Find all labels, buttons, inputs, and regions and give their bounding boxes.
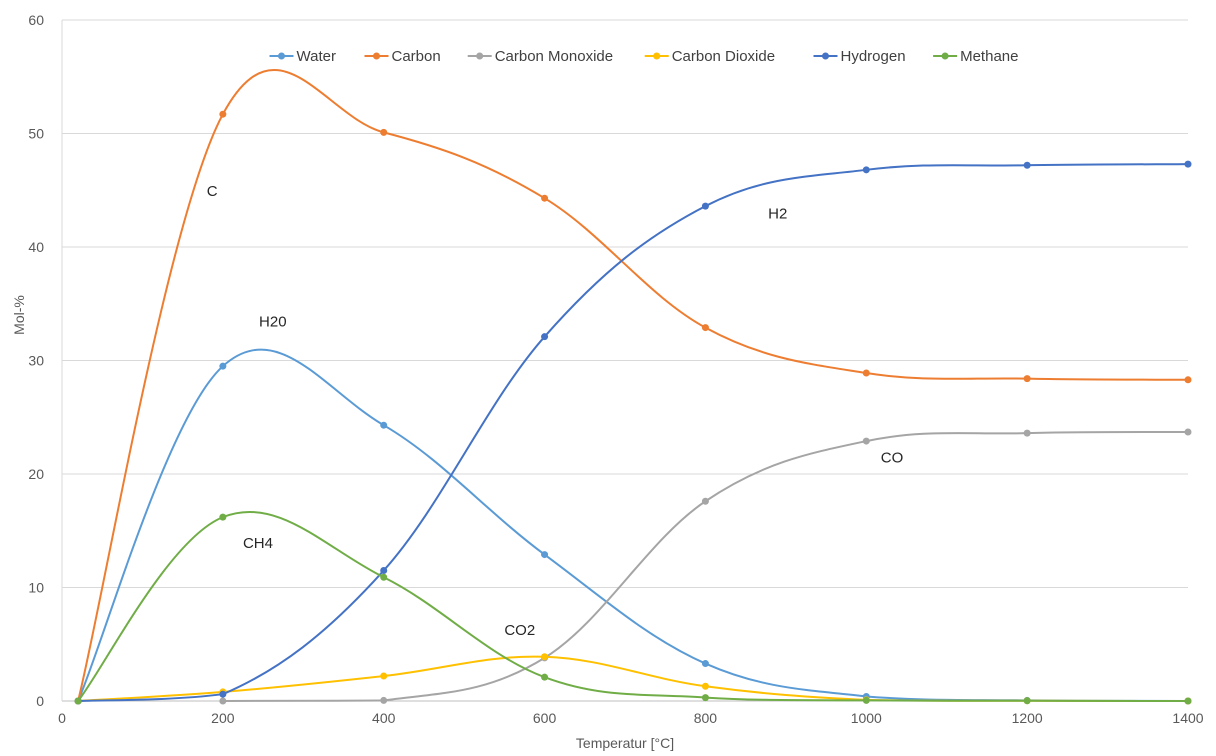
x-tick-label: 200 xyxy=(211,710,235,726)
x-tick-label: 1000 xyxy=(851,710,882,726)
data-point-carbon xyxy=(380,128,388,136)
series-line-water xyxy=(77,348,1189,702)
y-axis-title: Mol-% xyxy=(11,295,27,335)
legend-label: Carbon Dioxide xyxy=(672,48,775,65)
data-point-hydrogen xyxy=(1184,160,1192,168)
x-tick-label: 0 xyxy=(58,710,66,726)
y-tick-label: 0 xyxy=(36,693,44,709)
annotation-co2: CO2 xyxy=(504,622,535,639)
legend-item-methane: Methane xyxy=(933,48,1018,65)
x-tick-label: 800 xyxy=(694,710,718,726)
data-point-methane xyxy=(380,573,388,581)
legend-label: Carbon Monoxide xyxy=(495,48,613,65)
series-methane xyxy=(74,510,1192,705)
x-tick-label: 400 xyxy=(372,710,396,726)
data-point-water xyxy=(701,660,709,668)
legend-marker xyxy=(278,52,285,60)
y-tick-label: 10 xyxy=(28,580,44,596)
legend-label: Hydrogen xyxy=(841,48,906,65)
y-tick-label: 30 xyxy=(28,353,44,369)
legend-marker xyxy=(373,52,380,60)
y-tick-label: 50 xyxy=(28,126,44,142)
x-axis-title: Temperatur [°C] xyxy=(576,735,674,751)
data-point-hydrogen xyxy=(862,166,870,174)
data-point-methane xyxy=(862,696,870,704)
data-point-methane xyxy=(74,697,82,705)
data-point-carbon xyxy=(1023,375,1031,383)
data-point-hydrogen xyxy=(541,333,549,341)
annotation-co: CO xyxy=(881,450,904,467)
series-carbon-dioxide xyxy=(74,653,1192,705)
data-point-carbon xyxy=(219,110,227,118)
data-point-carbon-monoxide xyxy=(1184,428,1192,436)
series-water xyxy=(74,348,1192,705)
legend-item-water: Water xyxy=(269,48,336,65)
annotation-ch4: CH4 xyxy=(243,535,273,552)
legend-label: Methane xyxy=(960,48,1018,65)
legend-marker xyxy=(476,52,484,60)
data-point-carbon-monoxide xyxy=(862,437,870,445)
x-tick-label: 1200 xyxy=(1012,710,1043,726)
x-tick-label: 600 xyxy=(533,710,557,726)
legend-marker xyxy=(941,52,949,60)
series-line-hydrogen xyxy=(78,163,1189,702)
data-point-methane xyxy=(1023,697,1031,705)
series-hydrogen xyxy=(74,160,1192,705)
data-point-carbon-monoxide xyxy=(219,697,227,705)
legend-marker xyxy=(822,52,829,60)
data-point-water xyxy=(380,421,388,429)
data-point-carbon-monoxide xyxy=(701,497,709,505)
data-point-carbon-monoxide xyxy=(380,696,388,704)
data-point-carbon-dioxide xyxy=(701,682,709,690)
data-point-methane xyxy=(219,513,227,521)
annotation-c: C xyxy=(207,183,218,200)
data-point-methane xyxy=(1184,697,1192,705)
data-point-water xyxy=(219,362,227,370)
annotations: C H20 CH4 H2 CO CO2 xyxy=(207,183,903,639)
legend-item-carbon: Carbon xyxy=(364,48,441,65)
legend-label: Water xyxy=(297,48,336,65)
y-tick-label: 20 xyxy=(28,466,44,482)
data-point-hydrogen xyxy=(701,202,709,210)
gridlines xyxy=(62,19,1188,588)
data-point-carbon xyxy=(862,369,870,377)
data-point-water xyxy=(541,551,549,559)
series-carbon xyxy=(74,69,1192,705)
legend-label: Carbon xyxy=(392,48,441,65)
annotation-h20: H20 xyxy=(259,313,287,330)
annotation-h2: H2 xyxy=(768,206,787,223)
data-point-carbon xyxy=(1184,376,1192,384)
data-point-hydrogen xyxy=(219,690,227,698)
data-point-hydrogen xyxy=(1023,161,1031,169)
y-tick-label: 40 xyxy=(28,239,44,255)
data-point-carbon-dioxide xyxy=(541,653,549,661)
data-point-methane xyxy=(541,673,549,681)
data-point-hydrogen xyxy=(380,566,388,574)
legend-item-carbon-monoxide: Carbon Monoxide xyxy=(467,48,613,65)
y-tick-label: 60 xyxy=(28,12,44,28)
data-point-methane xyxy=(701,694,709,702)
data-point-carbon xyxy=(541,194,549,202)
x-tick-label: 1400 xyxy=(1172,710,1203,726)
legend-marker xyxy=(653,52,661,60)
data-point-carbon xyxy=(701,324,709,332)
data-point-carbon-dioxide xyxy=(380,672,388,680)
series-lines xyxy=(74,69,1192,705)
legend-item-hydrogen: Hydrogen xyxy=(813,48,906,65)
legend-item-carbon-dioxide: Carbon Dioxide xyxy=(644,48,775,65)
data-point-carbon-monoxide xyxy=(1023,429,1031,437)
legend: Water Carbon Carbon Monoxide Carbon Dioxide… xyxy=(269,48,1018,65)
